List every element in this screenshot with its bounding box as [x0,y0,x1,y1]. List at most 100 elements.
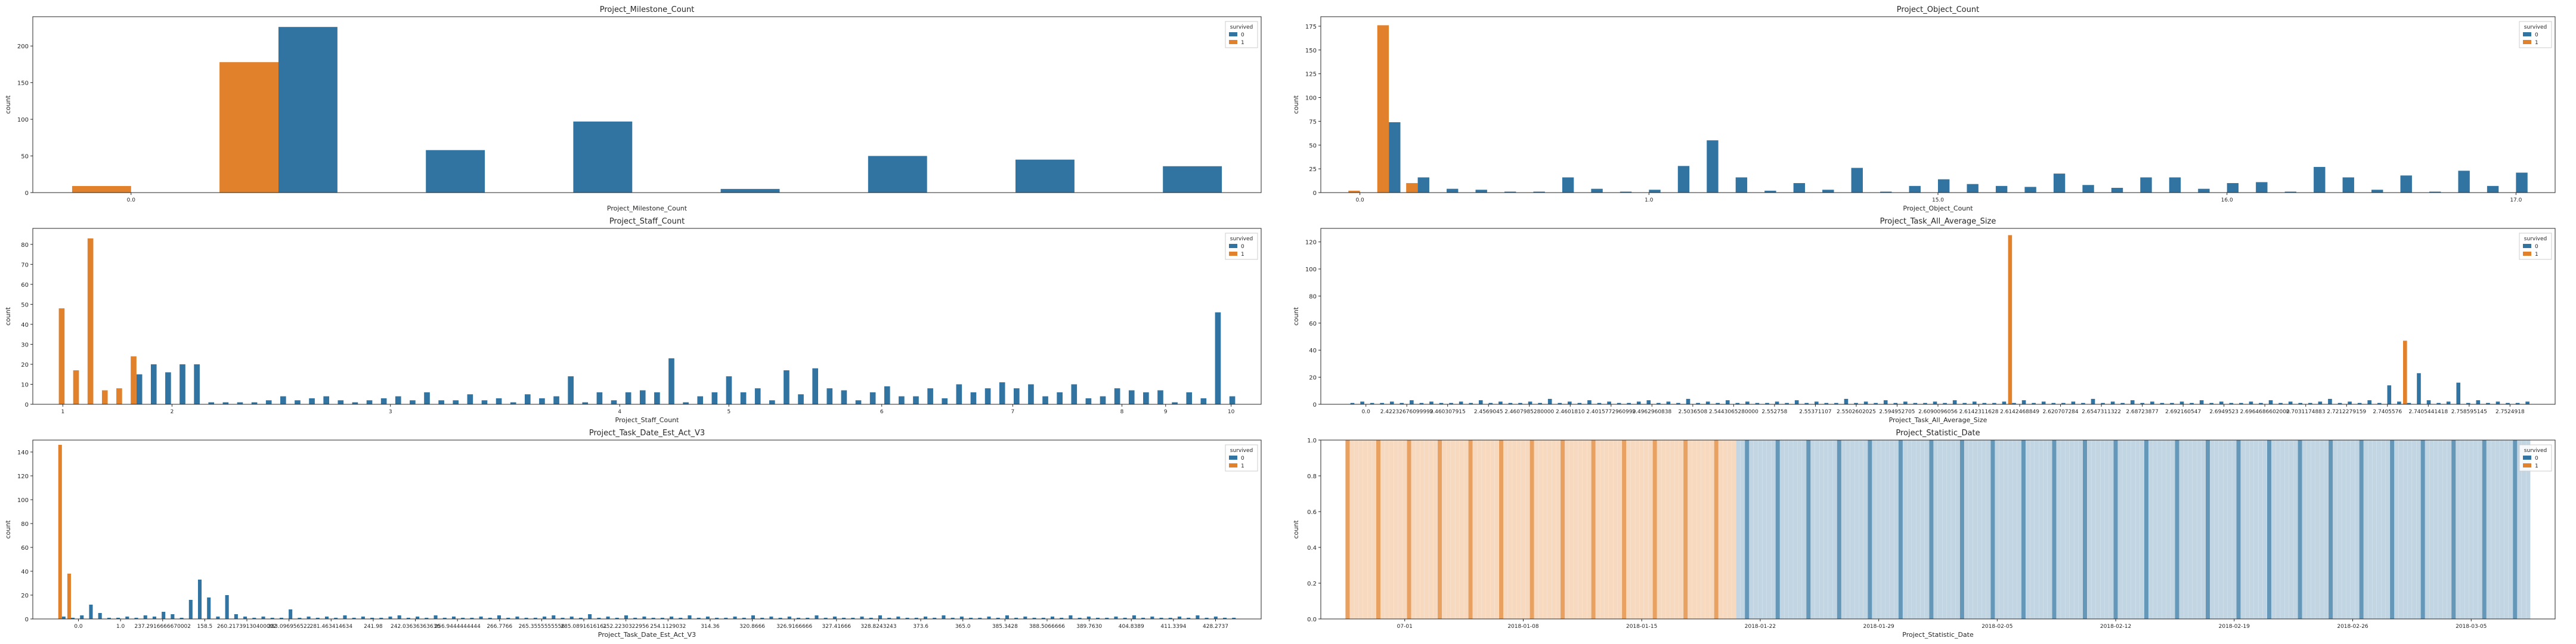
bar-survived-0 [878,615,882,619]
bar-survived-0 [1213,617,1218,619]
bar-survived-0 [984,388,991,404]
bar-mark [1503,440,1508,619]
x-tick-label: 2.594952705 [1879,409,1915,415]
bar-mark [2135,440,2140,619]
x-tick-label: 266.7766 [487,624,512,630]
bar-survived-0 [1834,402,1838,404]
bar-mark [1981,440,1986,619]
bar-mark [2192,440,2197,619]
bar-mark [1582,440,1587,619]
bar-survived-0 [724,618,728,619]
bar-mark [2478,440,2482,619]
bar-survived-0 [1617,402,1621,404]
bar-mark [2232,440,2237,619]
x-tick-label: 158.5 [197,624,213,630]
bar-survived-0 [1232,618,1236,619]
bar-mark [1924,440,1930,619]
bar-survived-1 [131,356,137,404]
bar-survived-0 [660,618,664,619]
bar-survived-0 [2458,171,2470,193]
bar-survived-0 [1620,191,1632,193]
bar-survived-0 [733,617,737,619]
bar-survived-0 [2120,402,2125,404]
bar-survived-0 [438,400,444,404]
bar-survived-0 [2298,402,2303,404]
bar-mark [1674,440,1679,619]
bar-mark [1565,440,1569,619]
bar-survived-0 [539,398,545,404]
bar-survived-0 [416,617,420,619]
bar-survived-0 [2506,402,2510,404]
bar-survived-0 [1150,617,1154,619]
bar-survived-0 [1419,402,1424,404]
x-tick-label: 2.6142311628 [1959,409,1999,415]
bar-mark [1753,440,1758,619]
bar-survived-0 [397,615,401,619]
bar-survived-0 [2140,402,2145,404]
bar-survived-0 [2342,177,2354,193]
x-axis-label: Project_Task_Date_Est_Act_V3 [598,631,696,639]
bar-survived-0 [1389,122,1401,193]
y-tick-label: 50 [21,154,29,160]
bar-survived-0 [1794,400,1799,404]
bar-survived-0 [1508,402,1513,404]
subplot-3: Project_Task_All_Average_SizecountProjec… [1292,217,2556,424]
x-tick-label: 373.6 [913,624,928,630]
bar-survived-0 [1380,402,1384,404]
bar-survived-0 [720,188,780,193]
bar-survived-0 [683,402,689,404]
bar-mark [1881,440,1885,619]
x-tick-label: 2.4962960838 [1632,409,1671,415]
y-tick-label: 40 [21,569,29,575]
bar-survived-0 [1528,401,1532,404]
y-tick-label: 0.0 [1307,617,1317,623]
bar-survived-0 [1735,402,1740,404]
legend: survived 0 1 [1225,21,1258,48]
bar-mark [2253,440,2259,619]
y-tick-label: 40 [21,322,29,329]
bar-mark [2425,440,2430,619]
bar-survived-0 [1982,402,1987,404]
bar-mark [1398,440,1402,619]
bar-mark [2074,440,2079,619]
bar-mark [1876,440,1881,619]
bar-mark [1358,440,1363,619]
bar-mark [2473,440,2478,619]
bar-survived-0 [2002,401,2007,404]
bar-mark [2117,440,2122,619]
bar-survived-0 [812,368,818,404]
bar-survived-0 [1995,185,2008,193]
bar-survived-0 [826,388,833,404]
chart-title: Project_Milestone_Count [600,5,695,14]
legend-label-0: 0 [1241,456,1244,462]
bar-mark [1714,440,1719,619]
bar-mark [1727,440,1732,619]
bar-mark [1371,440,1376,619]
bar-survived-0 [1050,617,1055,619]
x-axis-label: Project_Staff_Count [615,416,680,424]
bar-survived-0 [1591,188,1603,193]
bar-mark [1907,440,1912,619]
bar-survived-0 [841,390,847,404]
y-tick-label: 100 [1305,95,1317,102]
x-tick-label: 2.68723877 [2126,409,2158,415]
bar-mark [1828,440,1833,619]
bar-survived-0 [194,364,200,404]
bar-survived-0 [2400,175,2412,193]
bar-mark [1894,440,1899,619]
legend-label-0: 0 [1241,32,1244,38]
x-axis-label: Project_Object_Count [1903,205,1973,212]
bar-survived-0 [525,394,531,404]
bar-survived-0 [1518,402,1522,404]
bar-survived-0 [2179,401,2184,404]
bar-mark [1758,440,1763,619]
bar-mark [1442,440,1447,619]
bar-survived-0 [1533,191,1545,193]
bar-mark [1402,440,1407,619]
bar-survived-0 [2111,188,2123,193]
bar-survived-0 [1785,402,1789,404]
bar-mark [2091,440,2096,619]
bar-survived-0 [2024,187,2036,193]
bar-mark [1995,440,1999,619]
bar-mark [1451,440,1456,619]
